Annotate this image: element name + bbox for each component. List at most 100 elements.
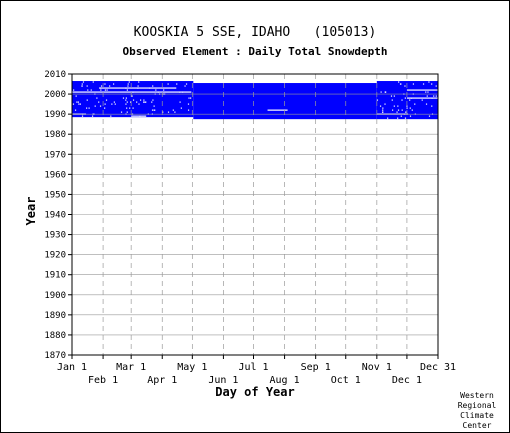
x-tick-label: Dec 1 [392, 375, 422, 386]
missing-day [428, 81, 430, 83]
missing-day [397, 117, 399, 119]
missing-day [91, 115, 94, 117]
missing-day [129, 107, 131, 109]
missing-day [431, 105, 433, 107]
missing-day [72, 103, 75, 105]
missing-day [174, 111, 176, 113]
missing-day [96, 97, 98, 99]
missing-day [391, 99, 393, 101]
missing-day [151, 101, 153, 103]
x-tick-label: Feb 1 [88, 375, 118, 386]
missing-day [163, 89, 165, 91]
missing-day [435, 95, 437, 97]
missing-day [433, 95, 435, 97]
x-tick-label: Sep 1 [301, 362, 331, 373]
y-tick-label: 2000 [44, 90, 66, 100]
missing-day [410, 97, 413, 99]
missing-day [90, 89, 92, 91]
missing-day [122, 97, 125, 99]
missing-day [120, 111, 123, 113]
x-tick-label: Nov 1 [362, 362, 392, 373]
missing-day [414, 103, 416, 105]
missing-day [176, 83, 178, 85]
missing-day [380, 91, 382, 93]
data-block [376, 81, 438, 120]
missing-day [144, 101, 146, 103]
missing-day [109, 85, 111, 87]
missing-day [81, 85, 83, 87]
missing-day [153, 109, 155, 111]
y-tick-label: 1970 [44, 150, 66, 160]
missing-day [409, 107, 411, 109]
missing-day [399, 83, 402, 85]
missing-day [143, 101, 145, 103]
missing-day [131, 95, 133, 97]
missing-day [425, 103, 428, 105]
missing-day [75, 95, 77, 97]
missing-day [404, 97, 406, 99]
missing-day [435, 85, 437, 87]
y-tick-label: 1910 [44, 271, 66, 281]
missing-day [104, 83, 106, 85]
missing-day [179, 101, 181, 103]
missing-day [187, 109, 190, 111]
missing-day [400, 115, 402, 117]
missing-day [151, 109, 154, 111]
missing-day [100, 85, 103, 87]
missing-day [138, 81, 140, 83]
missing-day [104, 103, 106, 105]
missing-day [143, 99, 145, 101]
missing-day [88, 107, 90, 109]
missing-day [188, 97, 190, 99]
chart-subtitle: Observed Element : Daily Total Snowdepth [122, 45, 388, 58]
missing-day [387, 117, 389, 119]
missing-day [100, 89, 102, 91]
x-tick-label: May 1 [177, 362, 207, 373]
missing-day [86, 99, 88, 101]
data-block [72, 81, 194, 118]
missing-day [379, 105, 382, 107]
credit-line: Western [460, 391, 494, 400]
y-tick-label: 1990 [44, 110, 66, 120]
missing-day [390, 95, 393, 97]
missing-day [187, 103, 190, 105]
missing-day [112, 83, 115, 85]
missing-day [190, 97, 192, 99]
missing-day [77, 101, 79, 103]
missing-day [397, 109, 400, 111]
missing-day [125, 103, 127, 105]
missing-day [86, 85, 88, 87]
missing-day [92, 81, 94, 83]
y-tick-label: 1980 [44, 130, 66, 140]
missing-day [126, 111, 128, 113]
missing-segment [72, 91, 192, 93]
missing-day [404, 85, 406, 87]
y-tick-label: 1930 [44, 231, 66, 241]
missing-day [73, 89, 75, 91]
missing-day [426, 95, 428, 97]
missing-segment [406, 97, 438, 99]
missing-day [104, 89, 107, 91]
missing-day [179, 91, 181, 93]
missing-day [382, 111, 384, 113]
missing-day [127, 83, 129, 85]
missing-day [427, 91, 429, 93]
missing-day [86, 107, 88, 109]
axes-layer: 1870 1880 1890 1900 1910 1920 1930 1940 1950 1960… [44, 70, 456, 386]
y-tick-label: 2010 [44, 70, 66, 80]
x-tick-label: Jul 1 [238, 362, 268, 373]
missing-day [157, 91, 159, 93]
missing-day [384, 103, 386, 105]
y-tick-label: 1940 [44, 211, 66, 221]
missing-day [406, 107, 408, 109]
missing-day [382, 109, 384, 111]
credit-line: Regional [457, 401, 497, 410]
missing-day [152, 85, 154, 87]
credit-line: Center [462, 421, 492, 430]
missing-day [382, 107, 384, 109]
missing-day [139, 115, 141, 117]
missing-day [149, 87, 151, 89]
missing-day [81, 115, 84, 117]
